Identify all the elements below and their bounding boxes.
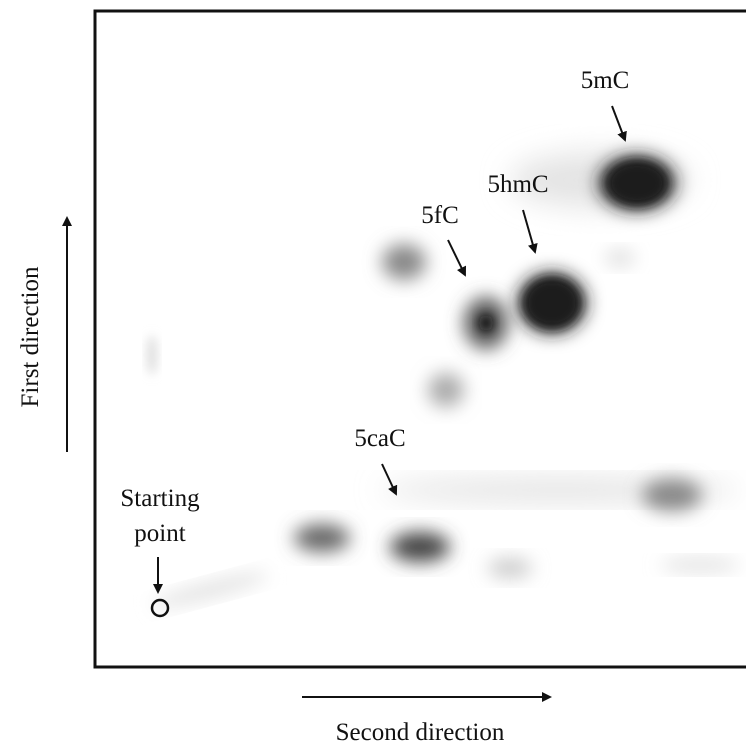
spot <box>147 335 157 375</box>
spot-label: 5caC <box>354 425 405 452</box>
spot <box>382 244 426 280</box>
spot-label: 5hmC <box>487 171 548 198</box>
spot <box>488 558 532 578</box>
spot <box>642 479 702 511</box>
spot-label: 5mC <box>581 67 630 94</box>
start-label: point <box>134 520 185 547</box>
spot <box>390 532 450 562</box>
spot-label: 5fC <box>421 202 459 229</box>
start-label: Starting <box>120 485 200 512</box>
page: 5mC 5hmC 5fC 5caC Starting point First d… <box>0 0 746 750</box>
spot <box>605 250 635 266</box>
axis-label: Second direction <box>336 719 505 746</box>
plate <box>95 11 746 667</box>
spot <box>294 524 350 552</box>
spot-5fc-core <box>479 315 493 331</box>
spot-5hmc-core <box>524 278 580 328</box>
spot <box>660 559 740 571</box>
tlc-figure: 5mC 5hmC 5fC 5caC Starting point First d… <box>0 0 746 750</box>
spot <box>428 373 464 407</box>
axis-label: First direction <box>17 266 44 407</box>
spot-5mc-core <box>607 161 667 205</box>
plate-bg <box>95 11 746 667</box>
